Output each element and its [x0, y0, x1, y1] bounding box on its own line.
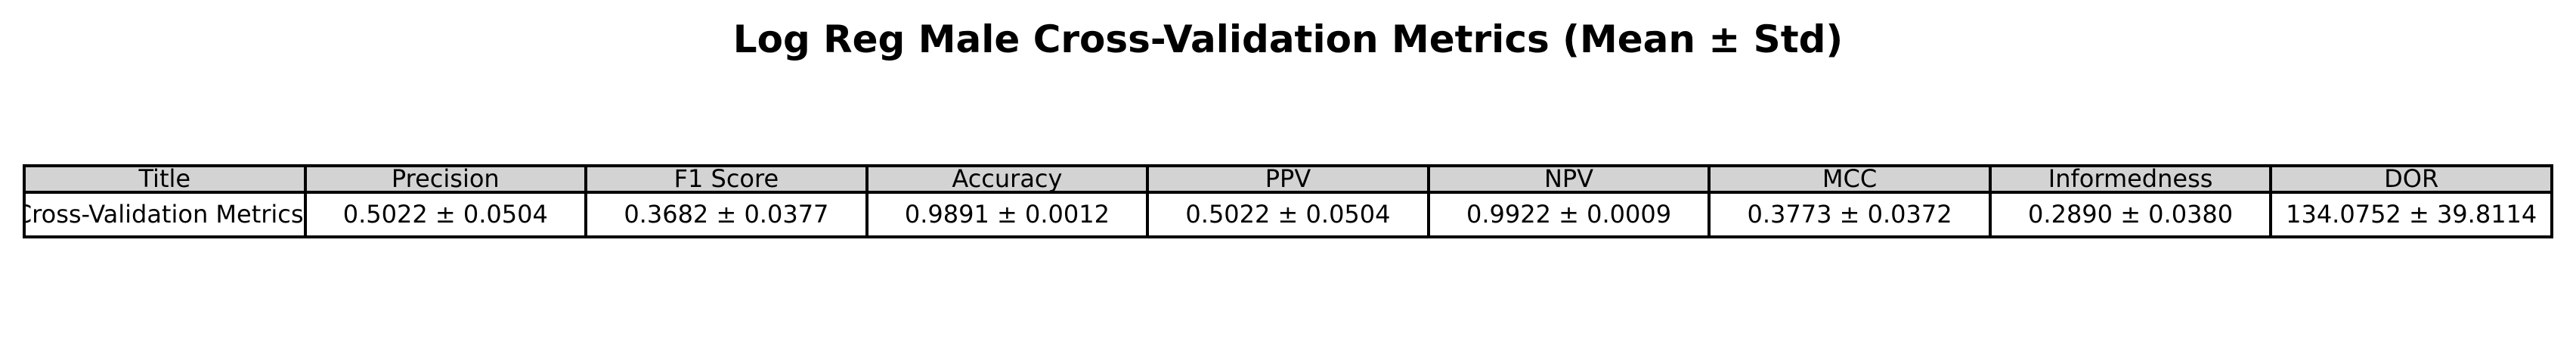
cell-f1-score: 0.3682 ± 0.0377	[584, 191, 868, 238]
column-header-f1-score: F1 Score	[584, 164, 868, 194]
column-header-precision: Precision	[303, 164, 588, 194]
cell-precision: 0.5022 ± 0.0504	[303, 191, 588, 238]
cell-mcc: 0.3773 ± 0.0372	[1708, 191, 1992, 238]
column-header-dor: DOR	[2269, 164, 2553, 194]
column-header-ppv: PPV	[1146, 164, 1430, 194]
cell-accuracy: 0.9891 ± 0.0012	[865, 191, 1150, 238]
metrics-table: Title Precision F1 Score Accuracy PPV NP…	[23, 164, 2553, 238]
table-header-row: Title Precision F1 Score Accuracy PPV NP…	[23, 164, 2553, 194]
column-header-mcc: MCC	[1708, 164, 1992, 194]
cell-informedness: 0.2890 ± 0.0380	[1988, 191, 2273, 238]
cell-npv: 0.9922 ± 0.0009	[1426, 191, 1711, 238]
table-row: Log Reg Male Cross-Validation Metrics 0.…	[23, 191, 2553, 238]
chart-title: Log Reg Male Cross-Validation Metrics (M…	[732, 17, 1844, 61]
column-header-title: Title	[23, 164, 307, 194]
column-header-npv: NPV	[1426, 164, 1711, 194]
column-header-informedness: Informedness	[1988, 164, 2273, 194]
cell-ppv: 0.5022 ± 0.0504	[1146, 191, 1430, 238]
cell-dor: 134.0752 ± 39.8114	[2269, 191, 2553, 238]
cell-title: Log Reg Male Cross-Validation Metrics	[23, 191, 307, 238]
column-header-accuracy: Accuracy	[865, 164, 1150, 194]
